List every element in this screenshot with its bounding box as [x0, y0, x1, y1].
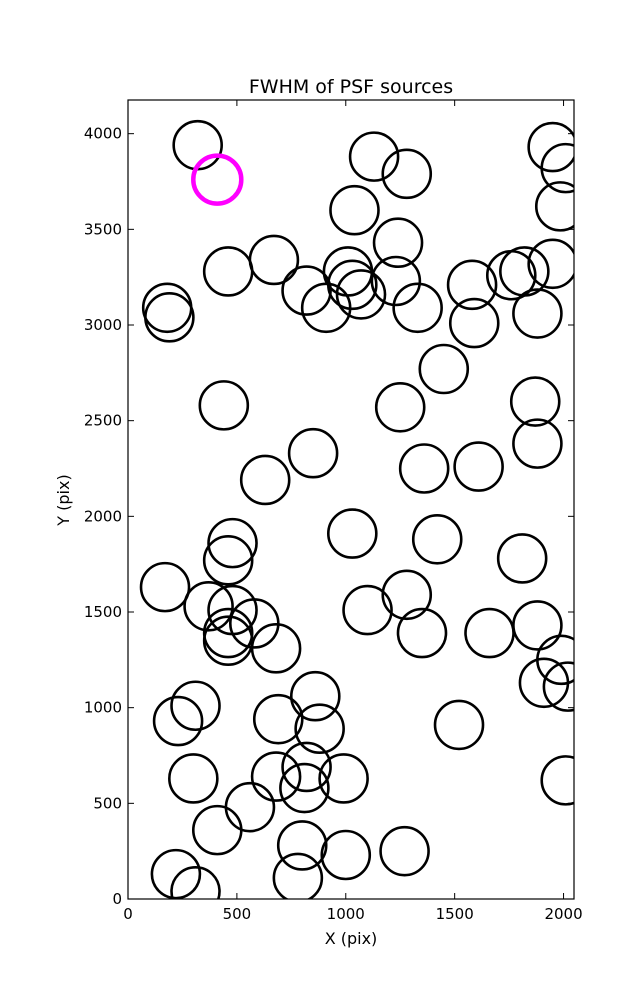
plot-frame — [127, 99, 575, 900]
psf-source-marker — [170, 866, 221, 899]
psf-source-marker — [392, 282, 443, 334]
psf-source-marker — [448, 297, 500, 349]
psf-source-marker — [152, 695, 204, 747]
psf-source-marker — [150, 848, 202, 899]
psf-source-marker — [327, 259, 378, 311]
y-tick-label: 0 — [112, 890, 122, 908]
y-axis-label: Y (pix) — [54, 474, 73, 526]
psf-source-marker — [512, 288, 563, 339]
y-tick-label: 3500 — [84, 220, 122, 238]
psf-source-marker — [250, 751, 302, 802]
psf-source-marker — [348, 131, 400, 182]
psf-source-marker — [374, 381, 426, 433]
psf-source-marker — [144, 292, 195, 343]
chart-title: FWHM of PSF sources — [249, 76, 453, 98]
psf-source-marker — [527, 121, 574, 173]
x-tick-label: 1000 — [327, 905, 365, 923]
y-tick-label: 2500 — [84, 412, 122, 430]
psf-source-marker — [279, 762, 330, 814]
y-tick-label: 4000 — [84, 125, 122, 143]
psf-source-marker — [281, 741, 332, 793]
y-tick-label: 3000 — [84, 316, 122, 334]
marker-layer — [139, 119, 574, 899]
psf-source-marker — [534, 181, 574, 232]
psf-source-marker — [239, 454, 291, 506]
psf-source-marker — [318, 753, 369, 804]
psf-source-marker — [527, 238, 574, 290]
x-tick-label: 500 — [223, 905, 252, 923]
psf-source-marker — [250, 623, 302, 674]
psf-source-marker — [327, 508, 378, 559]
psf-source-marker — [411, 513, 463, 565]
psf-source-marker — [499, 246, 550, 297]
psf-source-marker — [518, 657, 570, 709]
psf-source-marker — [335, 269, 387, 320]
x-tick-label: 2000 — [544, 905, 582, 923]
psf-source-marker — [512, 600, 563, 651]
psf-source-marker — [289, 670, 341, 722]
psf-source-marker — [320, 829, 372, 881]
y-axis: 0 500 1000 1500 2000 2500 3000 3500 4000 — [84, 125, 574, 908]
psf-source-marker — [207, 517, 258, 569]
psf-source-marker — [281, 265, 332, 316]
psf-source-marker — [168, 753, 219, 804]
psf-source-marker — [287, 427, 339, 479]
psf-source-marker — [370, 255, 422, 307]
psf-source-marker — [398, 443, 450, 494]
psf-source-marker — [379, 825, 430, 877]
psf-source-marker — [396, 607, 448, 659]
psf-source-marker — [272, 852, 324, 899]
psf-source-marker — [381, 569, 433, 621]
psf-source-marker — [496, 533, 548, 584]
psf-source-marker — [446, 259, 498, 311]
psf-source-marker — [342, 584, 393, 636]
psf-source-marker — [198, 380, 250, 431]
psf-source-marker — [170, 680, 221, 732]
psf-source-marker — [381, 148, 433, 200]
psf-source-marker — [252, 693, 304, 745]
x-tick-label: 0 — [123, 905, 133, 923]
psf-source-marker — [294, 703, 345, 755]
y-tick-label: 1500 — [84, 603, 122, 621]
psf-source-marker — [512, 418, 563, 469]
x-axis-label: X (pix) — [325, 929, 378, 948]
psf-source-marker — [329, 184, 380, 236]
y-tick-label: 500 — [93, 794, 122, 812]
psf-source-marker — [453, 441, 504, 492]
y-tick-label: 1000 — [84, 699, 122, 717]
psf-source-marker — [276, 820, 328, 871]
psf-source-marker — [540, 755, 574, 806]
y-tick-label: 2000 — [84, 507, 122, 525]
psf-source-marker — [202, 535, 254, 586]
psf-source-marker — [372, 217, 424, 269]
psf-source-marker — [202, 246, 254, 297]
psf-source-marker — [509, 376, 561, 427]
x-tick-label: 1500 — [436, 905, 474, 923]
psf-source-marker — [183, 580, 234, 632]
x-axis: 0 500 1000 1500 2000 — [123, 100, 583, 923]
psf-source-marker — [433, 699, 485, 751]
psf-source-marker — [139, 561, 191, 613]
psf-source-marker — [542, 661, 574, 712]
highlight-source-marker — [191, 153, 244, 206]
psf-source-marker — [191, 804, 243, 856]
psf-source-marker — [540, 142, 574, 194]
psf-source-marker — [418, 343, 470, 395]
